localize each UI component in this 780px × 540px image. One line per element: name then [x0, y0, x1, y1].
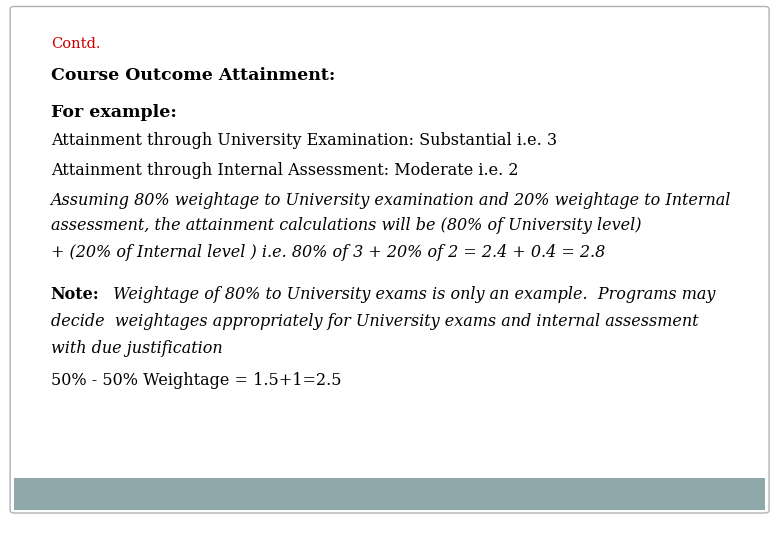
- Text: Attainment through University Examination: Substantial i.e. 3: Attainment through University Examinatio…: [51, 132, 557, 149]
- Text: Note:: Note:: [51, 286, 100, 303]
- Text: Weightage of 80% to University exams is only an example.  Programs may: Weightage of 80% to University exams is …: [108, 286, 715, 303]
- Text: For example:: For example:: [51, 104, 176, 120]
- Text: Contd.: Contd.: [51, 37, 100, 51]
- Text: Course Outcome Attainment:: Course Outcome Attainment:: [51, 68, 335, 84]
- Text: Assuming 80% weightage to University examination and 20% weightage to Internal: Assuming 80% weightage to University exa…: [51, 192, 731, 208]
- Text: decide  weightages appropriately for University exams and internal assessment: decide weightages appropriately for Univ…: [51, 313, 698, 330]
- Text: assessment, the attainment calculations will be (80% of University level): assessment, the attainment calculations …: [51, 217, 641, 234]
- Text: + (20% of Internal level ) i.e. 80% of 3 + 20% of 2 = 2.4 + 0.4 = 2.8: + (20% of Internal level ) i.e. 80% of 3…: [51, 244, 605, 261]
- Text: Attainment through Internal Assessment: Moderate i.e. 2: Attainment through Internal Assessment: …: [51, 162, 518, 179]
- Text: with due justification: with due justification: [51, 340, 222, 357]
- Text: 50% - 50% Weightage = 1.5+1=2.5: 50% - 50% Weightage = 1.5+1=2.5: [51, 372, 341, 388]
